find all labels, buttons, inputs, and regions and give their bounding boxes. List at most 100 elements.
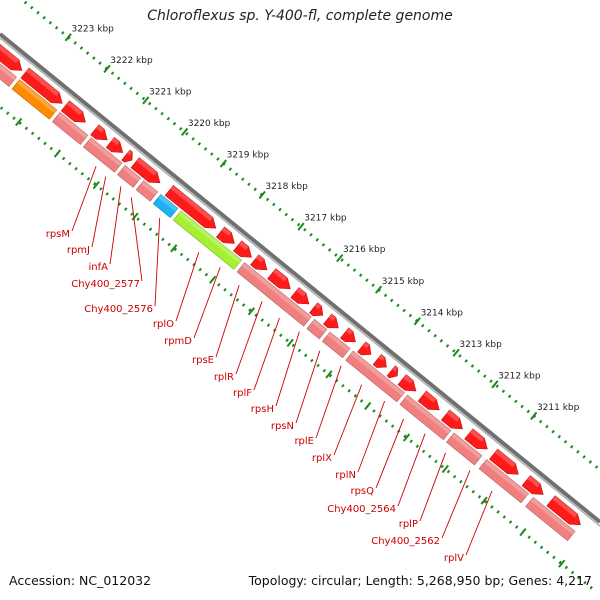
outer-tick: [210, 152, 214, 156]
outer-tick: [48, 20, 53, 25]
inner-tick: [260, 318, 264, 322]
inner-tick: [353, 394, 358, 398]
inner-tick: [577, 575, 581, 580]
outer-tick-track: [23, 0, 599, 469]
reverse-gene: [321, 331, 351, 359]
gene-label-leader: [91, 176, 107, 248]
forward-gene: [0, 43, 23, 71]
ruler-label: 3211 kbp: [537, 403, 580, 413]
major-tick: [53, 149, 62, 158]
backbone-shadow: [0, 37, 600, 527]
forward-gene: [464, 428, 488, 450]
gene-label-leader: [295, 350, 321, 424]
major-tick: [441, 464, 449, 474]
gene-label-leader: [215, 285, 240, 358]
inner-tick: [564, 565, 569, 570]
forward-gene-highlight: [26, 67, 60, 97]
outer-tick: [309, 232, 313, 237]
gene-label-leader: [130, 197, 143, 282]
gene-label: rplR: [214, 372, 234, 383]
gene-label-leader: [275, 331, 300, 407]
outer-tick: [321, 243, 326, 247]
gene-label-leader: [441, 470, 471, 539]
forward-gene-highlight: [378, 354, 386, 361]
inner-tick: [415, 444, 420, 449]
outer-tick: [284, 212, 288, 217]
outer-tick: [197, 142, 202, 146]
major-tick: [413, 317, 421, 326]
forward-gene-highlight: [296, 287, 307, 297]
inner-tick: [328, 373, 333, 378]
major-tick: [452, 348, 460, 357]
inner-tick: [254, 313, 258, 317]
inner-tick: [155, 232, 159, 237]
major-tick: [247, 307, 256, 316]
outer-tick: [433, 333, 437, 338]
gene-label: rplF: [233, 388, 252, 399]
gene-label-leader: [109, 186, 122, 265]
gene-label: rpmJ: [67, 245, 90, 256]
gene-label-leader: [154, 217, 161, 307]
outer-tick: [458, 354, 462, 358]
reverse-gene-highlight: [311, 319, 327, 333]
outer-tick: [296, 222, 301, 227]
inner-tick: [223, 288, 227, 292]
major-tick: [491, 380, 499, 389]
outer-tick: [253, 187, 257, 192]
outer-tick: [445, 344, 450, 348]
forward-gene-highlight: [66, 100, 83, 116]
gene-label-leader: [465, 490, 493, 556]
inner-tick: [18, 121, 22, 126]
reverse-gene: [478, 459, 529, 504]
forward-gene-highlight: [494, 449, 516, 468]
inner-tick: [12, 116, 16, 121]
rrna-gene: [152, 194, 179, 219]
forward-gene: [250, 254, 268, 271]
outer-tick: [383, 293, 388, 298]
reverse-gene: [236, 262, 312, 327]
outer-tick: [241, 177, 245, 182]
inner-tick: [496, 510, 500, 514]
inner-tick: [409, 439, 413, 444]
outer-tick: [191, 137, 195, 141]
major-tick: [480, 496, 488, 505]
rrna-gene-highlight: [158, 194, 178, 212]
forward-gene-highlight: [392, 365, 398, 372]
outer-tick: [507, 394, 512, 399]
gene-label: rpsE: [192, 355, 214, 366]
reverse-gene: [0, 63, 17, 87]
ruler-label: 3217 kbp: [304, 214, 347, 224]
inner-tick: [490, 505, 494, 509]
outer-tick: [141, 96, 146, 101]
forward-gene-highlight: [469, 428, 485, 442]
outer-tick: [545, 424, 549, 429]
inner-tick: [43, 141, 47, 146]
forward-gene-highlight: [136, 157, 158, 176]
outer-tick: [402, 308, 406, 313]
reverse-gene: [446, 432, 483, 466]
backbone-line: [0, 32, 600, 524]
major-tick: [92, 180, 100, 190]
outer-tick: [371, 283, 375, 288]
inner-tick: [508, 520, 513, 524]
inner-tick: [92, 182, 97, 186]
forward-gene: [215, 226, 235, 244]
forward-gene: [130, 157, 161, 184]
inner-tick: [465, 484, 469, 489]
outer-tick: [495, 384, 499, 389]
gene-label-leader: [71, 166, 97, 232]
major-tick: [558, 559, 566, 568]
outer-tick: [452, 349, 456, 353]
rrna-gene-highlight: [16, 79, 57, 114]
inner-tick: [514, 525, 519, 529]
inner-tick: [217, 282, 221, 287]
inner-tick: [384, 419, 389, 423]
inner-tick: [546, 550, 550, 555]
rrna-gene: [11, 79, 58, 120]
gene-label: rplO: [153, 319, 174, 330]
inner-tick: [359, 399, 364, 403]
major-tick: [64, 33, 72, 42]
outer-tick: [166, 116, 171, 121]
inner-tick: [502, 515, 507, 519]
